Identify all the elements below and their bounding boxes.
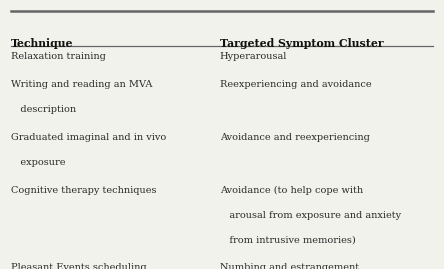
Text: Targeted Symptom Cluster: Targeted Symptom Cluster: [220, 38, 384, 49]
Text: Technique: Technique: [11, 38, 74, 49]
Text: Pleasant Events scheduling: Pleasant Events scheduling: [11, 263, 147, 269]
Text: from intrusive memories): from intrusive memories): [220, 235, 356, 244]
Text: Cognitive therapy techniques: Cognitive therapy techniques: [11, 186, 157, 195]
Text: Hyperarousal: Hyperarousal: [220, 52, 287, 61]
Text: Writing and reading an MVA: Writing and reading an MVA: [11, 80, 152, 89]
Text: Avoidance and reexperiencing: Avoidance and reexperiencing: [220, 133, 370, 142]
Text: Reexperiencing and avoidance: Reexperiencing and avoidance: [220, 80, 371, 89]
Text: Numbing and estrangement: Numbing and estrangement: [220, 263, 359, 269]
Text: Graduated imaginal and in vivo: Graduated imaginal and in vivo: [11, 133, 166, 142]
Text: arousal from exposure and anxiety: arousal from exposure and anxiety: [220, 211, 401, 220]
Text: description: description: [11, 105, 76, 114]
Text: Relaxation training: Relaxation training: [11, 52, 106, 61]
Text: Avoidance (to help cope with: Avoidance (to help cope with: [220, 186, 363, 195]
Text: exposure: exposure: [11, 158, 66, 167]
